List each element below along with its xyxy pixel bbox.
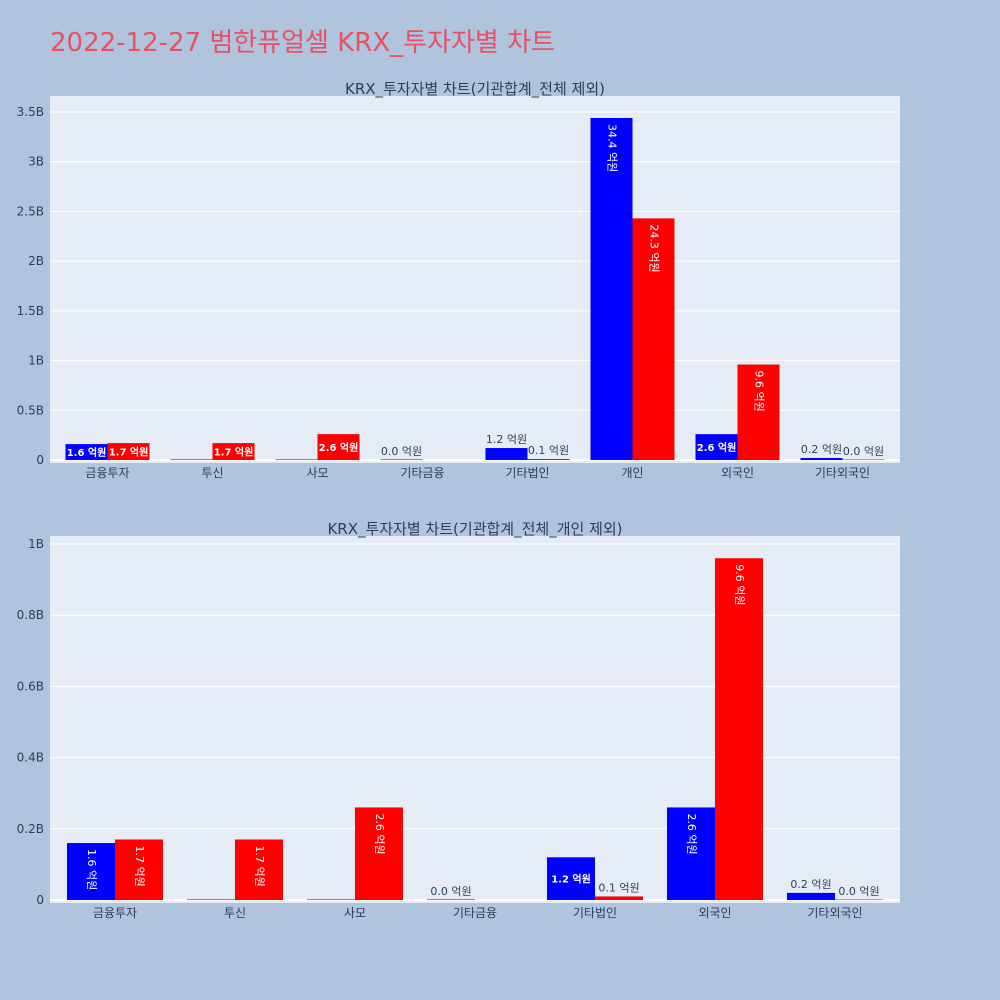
- y-tick-label: 1B: [28, 354, 44, 368]
- bar: [107, 443, 150, 460]
- y-tick-label: 3B: [28, 155, 44, 169]
- bar: [632, 218, 675, 460]
- bar: [317, 434, 360, 460]
- data-label: 9.6 억원: [733, 564, 746, 605]
- data-label: 1.6 억원: [85, 849, 98, 890]
- bar: [835, 899, 883, 900]
- data-label: 9.6 억원: [753, 371, 766, 412]
- bar: [695, 434, 738, 460]
- bar: [170, 459, 213, 460]
- plot-area-2: [50, 536, 900, 903]
- x-tick-label: 외국인: [721, 466, 754, 480]
- x-tick-label: 기타외국인: [807, 906, 862, 920]
- data-label: 24.3 억원: [648, 224, 661, 272]
- data-label: 0.1 억원: [528, 444, 569, 457]
- bar: [590, 117, 633, 461]
- bar: [842, 459, 885, 460]
- data-label: 0.0 억원: [843, 445, 884, 458]
- subplot-title-1: KRX_투자자별 차트(기관합계_전체 제외): [345, 80, 605, 99]
- data-label: 1.6 억원: [67, 446, 107, 459]
- bar: [380, 459, 423, 460]
- y-tick-label: 1.5B: [17, 304, 44, 318]
- bar: [715, 558, 763, 900]
- y-tick-label: 1B: [28, 537, 44, 551]
- data-label: 0.2 억원: [801, 443, 842, 456]
- y-tick-label: 0: [36, 453, 44, 467]
- x-tick-label: 외국인: [698, 906, 731, 920]
- bar: [787, 892, 835, 900]
- page-title: 2022-12-27 범한퓨얼셀 KRX_투자자별 차트: [50, 28, 555, 58]
- bar: [65, 444, 108, 460]
- bar: [307, 899, 355, 900]
- bar: [595, 896, 643, 900]
- y-tick-label: 0.6B: [17, 679, 44, 693]
- data-label: 0.0 억원: [430, 885, 471, 898]
- x-tick-label: 기타법인: [505, 466, 549, 480]
- y-tick-label: 3.5B: [17, 105, 44, 119]
- y-tick-label: 0.2B: [17, 822, 44, 836]
- data-label: 1.7 억원: [109, 446, 149, 459]
- data-label: 2.6 억원: [319, 441, 359, 454]
- bar: [187, 899, 235, 900]
- y-tick-label: 0: [36, 893, 44, 907]
- x-tick-label: 기타외국인: [815, 466, 870, 480]
- bar: [527, 459, 570, 460]
- x-tick-label: 금융투자: [93, 906, 137, 920]
- bar: [212, 443, 255, 460]
- bar: [115, 839, 163, 900]
- data-label: 1.2 억원: [551, 873, 591, 886]
- x-tick-label: 사모: [344, 906, 366, 920]
- bar: [67, 843, 115, 900]
- y-tick-label: 0.8B: [17, 608, 44, 622]
- bar: [667, 807, 715, 900]
- bar: [485, 448, 528, 460]
- subplot-title-2: KRX_투자자별 차트(기관합계_전체_개인 제외): [327, 520, 622, 539]
- data-label: 1.2 억원: [486, 433, 527, 446]
- bar: [275, 459, 318, 460]
- data-label: 2.6 억원: [373, 813, 386, 854]
- bar: [737, 364, 780, 460]
- bar: [427, 899, 475, 900]
- bar: [800, 458, 843, 460]
- x-tick-label: 기타금융: [400, 466, 444, 480]
- x-tick-label: 기타법인: [573, 906, 617, 920]
- data-label: 2.6 억원: [685, 813, 698, 854]
- y-tick-label: 0.4B: [17, 751, 44, 765]
- x-tick-label: 개인: [621, 466, 643, 480]
- data-label: 0.0 억원: [838, 885, 879, 898]
- data-label: 34.4 억원: [606, 124, 619, 172]
- x-tick-label: 투신: [201, 466, 223, 480]
- y-tick-label: 2B: [28, 254, 44, 268]
- data-label: 1.7 억원: [133, 845, 146, 886]
- data-label: 2.6 억원: [697, 441, 737, 454]
- data-label: 1.7 억원: [253, 845, 266, 886]
- x-tick-label: 기타금융: [453, 906, 497, 920]
- data-label: 1.7 억원: [214, 446, 254, 459]
- data-label: 0.0 억원: [381, 445, 422, 458]
- y-tick-label: 0.5B: [17, 403, 44, 417]
- bar: [235, 839, 283, 900]
- y-tick-label: 2.5B: [17, 204, 44, 218]
- data-label: 0.1 억원: [598, 881, 639, 894]
- bar: [355, 807, 403, 900]
- x-tick-label: 금융투자: [85, 466, 129, 480]
- bar: [547, 857, 595, 900]
- x-tick-label: 사모: [306, 466, 328, 480]
- x-tick-label: 투신: [224, 906, 246, 920]
- data-label: 0.2 억원: [790, 878, 831, 891]
